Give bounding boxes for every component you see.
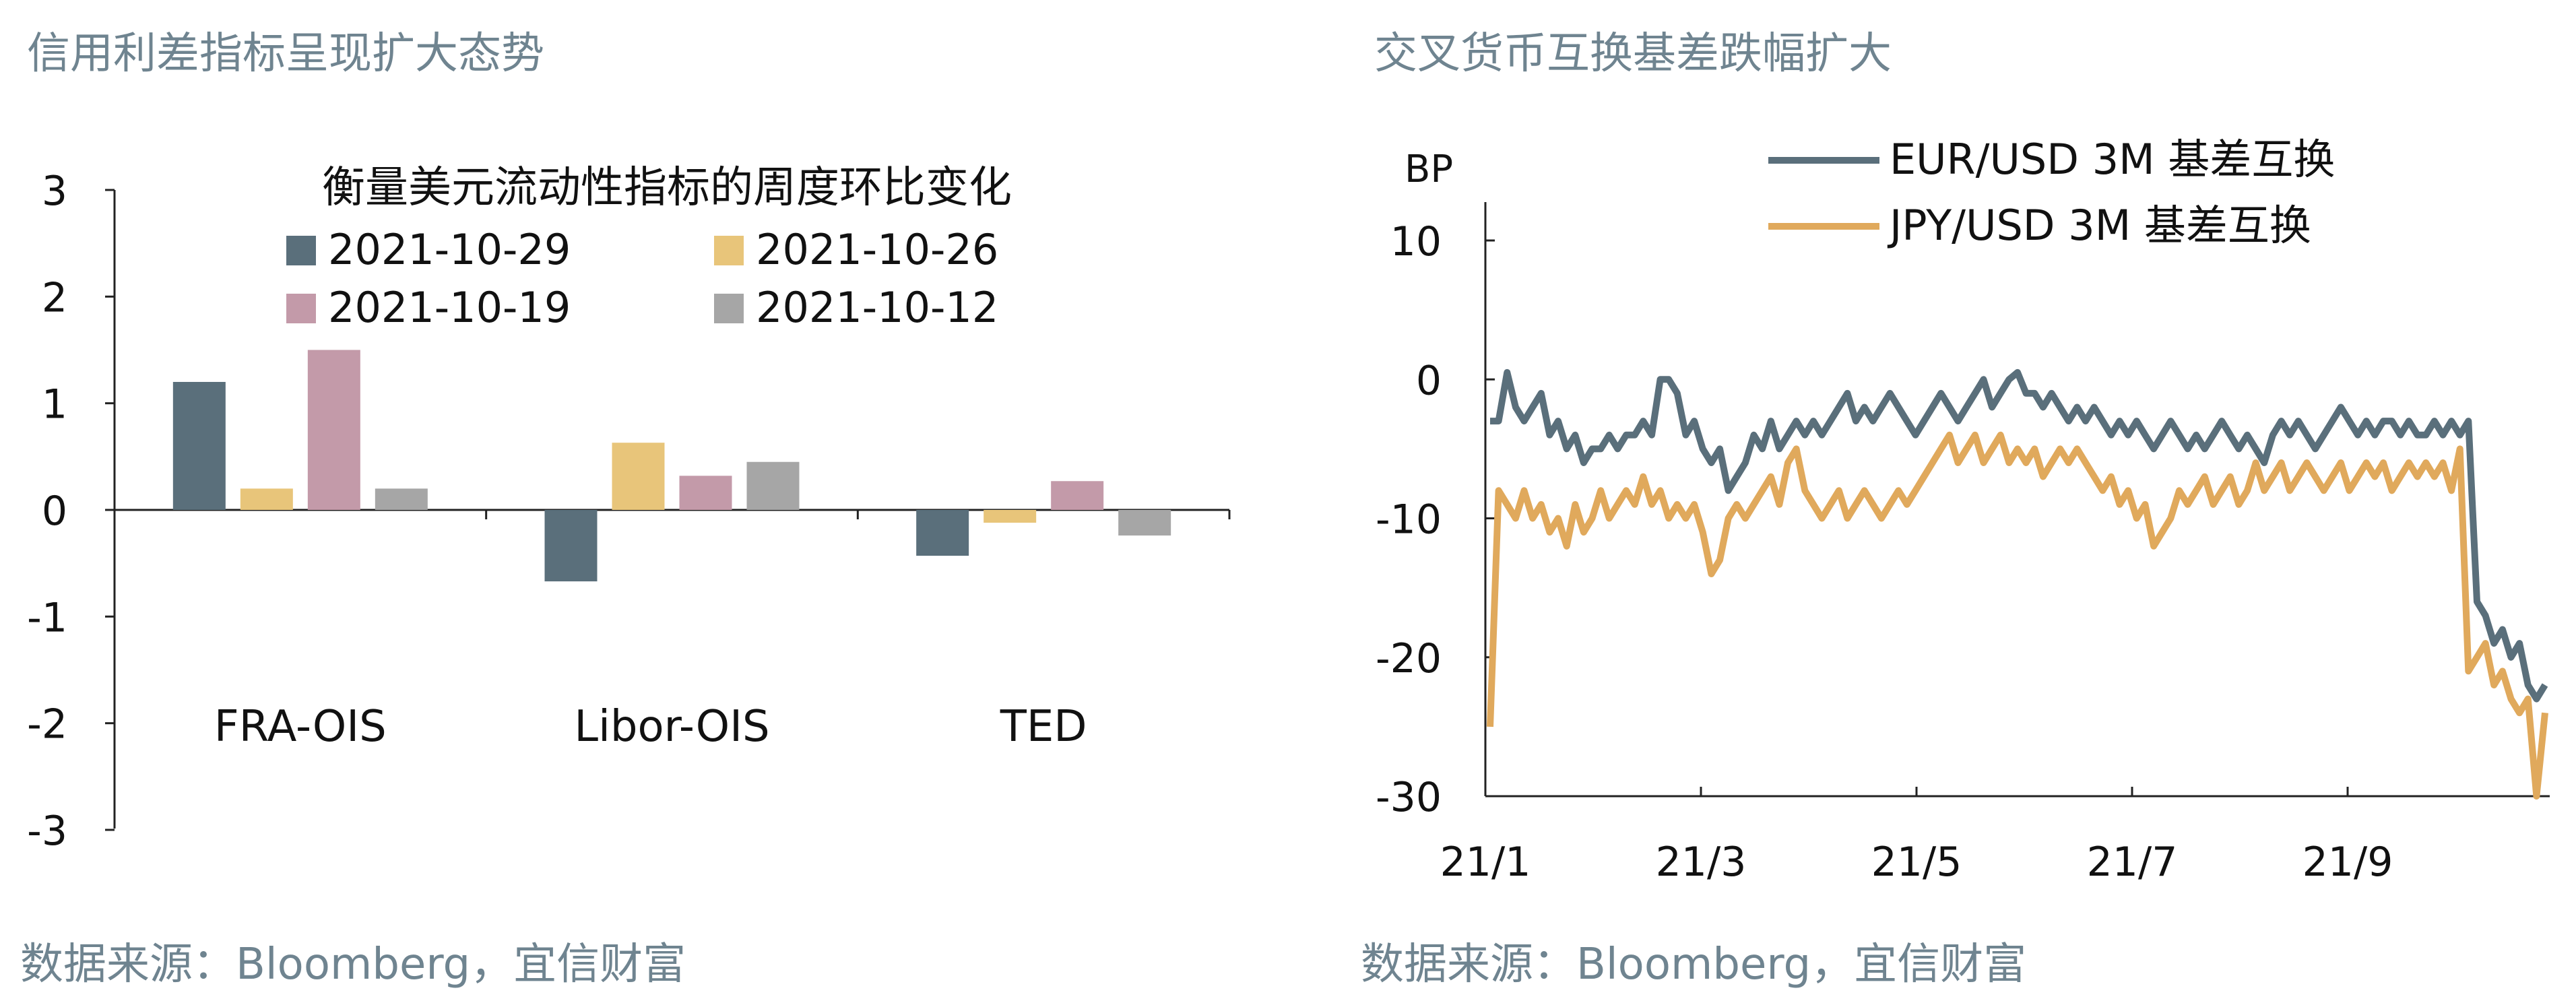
line-y-tick-label: 10 (1390, 218, 1442, 265)
bar-libor-ois-2021-10-12 (746, 461, 800, 510)
bar-chart-title: 衡量美元流动性指标的周度环比变化 (322, 163, 1012, 213)
line-chart: BP 10 0 -10 -20 -30 21/1 21/3 21/5 21/7 21/9 EUR/… (1376, 135, 2550, 886)
line-chart-axes: 10 0 -10 -20 -30 21/1 21/3 21/5 21/7 21/9 (1376, 202, 2550, 886)
line-chart-legend: EUR/USD 3M 基差互换 JPY/USD 3M 基差互换 (1768, 135, 2335, 250)
bar-ted-2021-10-12 (1118, 510, 1171, 536)
bar-category-label: Libor-OIS (574, 702, 769, 752)
line-x-tick-label: 21/1 (1440, 839, 1531, 886)
line-x-tick-label: 21/5 (1871, 839, 1962, 886)
line-series-jpy-usd (1487, 431, 2548, 800)
bar-category-label: FRA-OIS (214, 702, 387, 752)
line-y-tick-label: -20 (1376, 635, 1442, 682)
bar-legend-swatch (286, 236, 316, 265)
bar-fra-ois-2021-10-26 (240, 488, 293, 510)
bar-y-tick-label: 1 (42, 381, 67, 428)
bar-y-tick-label: -1 (27, 594, 67, 641)
line-y-tick-label: -10 (1376, 496, 1442, 544)
bar-legend-label: 2021-10-12 (756, 283, 998, 332)
line-chart-y-axis-label: BP (1405, 148, 1453, 191)
line-x-tick-label: 21/9 (2303, 839, 2393, 886)
bar-libor-ois-2021-10-29 (544, 510, 598, 582)
bar-y-tick-label: 3 (42, 168, 67, 215)
left-panel-title: 信用利差指标呈现扩大态势 (27, 29, 544, 79)
bar-y-tick-label: 0 (42, 488, 67, 535)
bar-chart: 衡量美元流动性指标的周度环比变化 2021-10-29 2021-10-26202… (27, 163, 1231, 855)
line-chart-series (1487, 368, 2548, 800)
right-panel-title: 交叉货币互换基差跌幅扩大 (1374, 29, 1892, 79)
bar-ted-2021-10-26 (984, 510, 1037, 523)
line-x-tick-label: 21/3 (1656, 839, 1747, 886)
bar-legend-label: 2021-10-29 (328, 225, 571, 274)
bar-libor-ois-2021-10-26 (612, 443, 665, 510)
line-y-tick-label: 0 (1416, 357, 1442, 404)
line-legend-label: JPY/USD 3M 基差互换 (1887, 201, 2311, 250)
bar-legend-swatch (714, 294, 744, 323)
bar-chart-category-labels: FRA-OIS Libor-OIS TED (214, 702, 1087, 752)
bar-legend-swatch (714, 236, 744, 265)
bar-fra-ois-2021-10-29 (172, 382, 226, 510)
bar-fra-ois-2021-10-19 (307, 350, 360, 510)
right-source-note: 数据来源：Bloomberg，宜信财富 (1361, 940, 2027, 990)
line-x-tick-label: 21/7 (2087, 839, 2178, 886)
bar-legend-label: 2021-10-26 (756, 225, 998, 274)
bar-y-tick-label: -2 (27, 701, 67, 748)
bar-fra-ois-2021-10-12 (375, 488, 428, 510)
line-series-eur-usd (1490, 368, 2548, 703)
bar-y-tick-label: 2 (42, 274, 67, 321)
bar-chart-axes: 3 2 1 0 -1 -2 -3 (27, 168, 1231, 855)
bar-ted-2021-10-29 (916, 510, 969, 556)
bar-category-label: TED (1000, 702, 1087, 752)
bar-ted-2021-10-19 (1051, 481, 1104, 510)
bar-legend-label: 2021-10-19 (328, 283, 571, 332)
bar-libor-ois-2021-10-19 (679, 476, 732, 510)
line-legend-label: EUR/USD 3M 基差互换 (1890, 135, 2335, 184)
line-y-tick-label: -30 (1376, 774, 1442, 821)
bar-chart-bars (172, 350, 1171, 582)
bar-chart-legend: 2021-10-29 2021-10-26 2021-10-19 2021-10-12 (286, 225, 998, 332)
left-source-note: 数据来源：Bloomberg，宜信财富 (20, 940, 686, 990)
bar-y-tick-label: -3 (27, 808, 67, 855)
bar-legend-swatch (286, 294, 316, 323)
